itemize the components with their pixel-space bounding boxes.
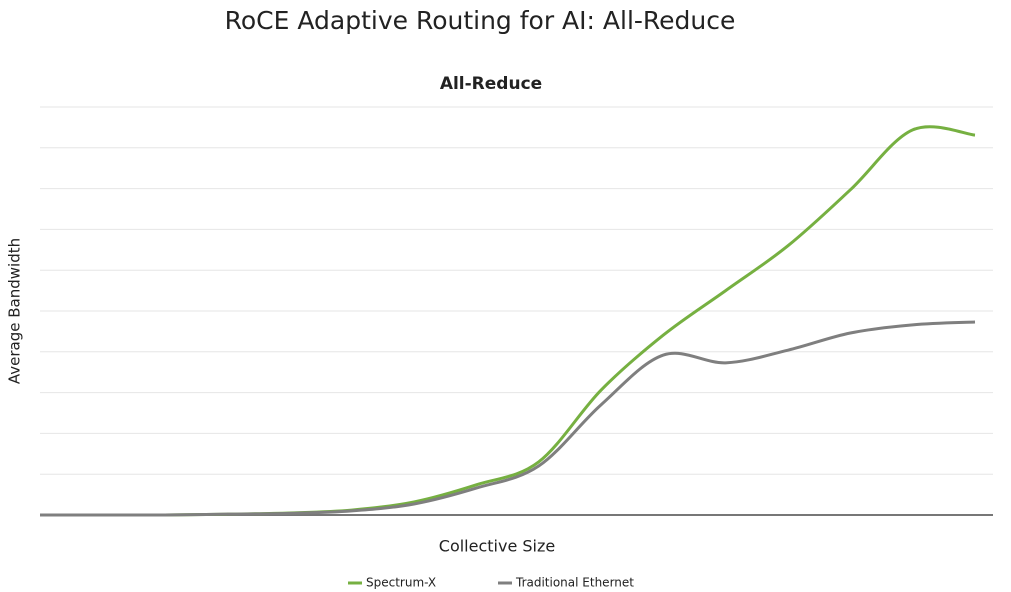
legend-label: Spectrum-X — [366, 576, 436, 590]
x-axis-label: Collective Size — [439, 537, 555, 556]
legend-label: Traditional Ethernet — [515, 576, 634, 590]
chart-title: RoCE Adaptive Routing for AI: All-Reduce — [225, 6, 736, 35]
line-series — [40, 127, 975, 515]
chart: RoCE Adaptive Routing for AI: All-Reduce… — [0, 0, 1011, 592]
y-axis-label: Average Bandwidth — [6, 238, 24, 384]
line-series — [40, 322, 975, 515]
chart-subtitle: All-Reduce — [440, 74, 542, 94]
